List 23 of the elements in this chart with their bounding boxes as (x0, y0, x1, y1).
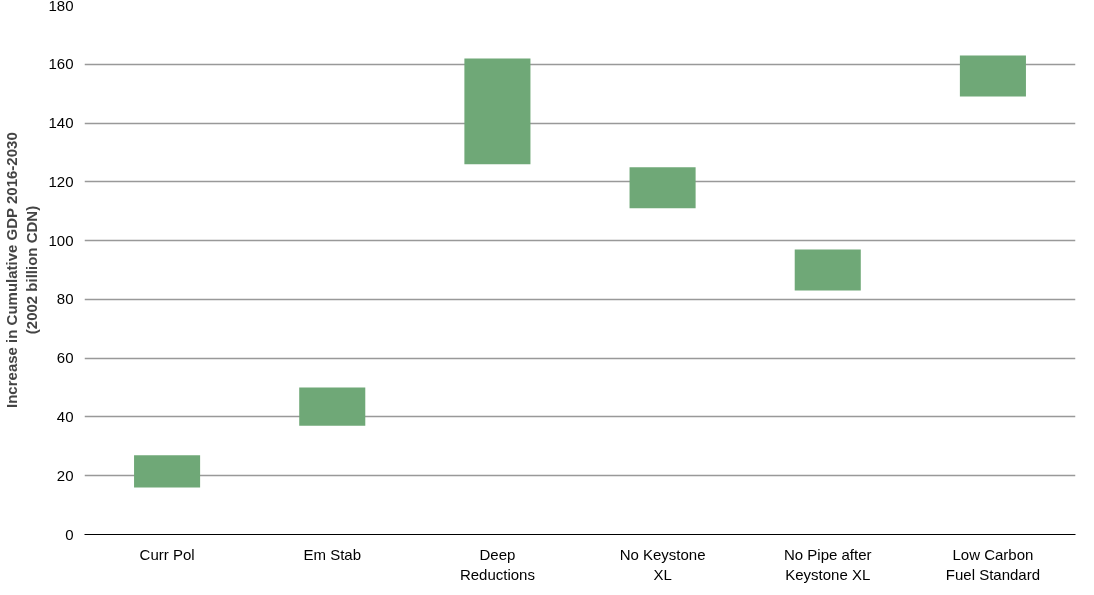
bar (794, 249, 861, 291)
x-tick-label: Low Carbon Fuel Standard (945, 545, 1041, 583)
y-tick-label: 120 (48, 172, 74, 190)
y-tick-label: 180 (48, 0, 74, 14)
y-tick-label: 0 (65, 525, 74, 543)
x-tick-label: Em Stab (303, 545, 362, 563)
y-tick-label: 100 (48, 231, 74, 249)
y-tick-label: 40 (56, 407, 74, 425)
x-tick-label: No Pipe after Keystone XL (783, 545, 872, 583)
y-tick-label: 60 (56, 349, 74, 367)
bar (134, 455, 201, 488)
y-tick-label: 160 (48, 55, 74, 73)
y-tick-label: 80 (56, 290, 74, 308)
x-tick-label: No Keystone XL (619, 545, 706, 583)
y-tick-label: 140 (48, 114, 74, 132)
bar (629, 167, 696, 209)
bar (299, 387, 366, 426)
bar (464, 58, 531, 165)
y-axis-title: Increase in Cumulative GDP 2016-2030 (2002 billion CDN) (3, 132, 41, 408)
x-tick-label: Curr Pol (139, 545, 195, 563)
bar (959, 55, 1026, 97)
x-tick-label: Deep Reductions (459, 545, 535, 583)
y-tick-label: 20 (56, 466, 74, 484)
